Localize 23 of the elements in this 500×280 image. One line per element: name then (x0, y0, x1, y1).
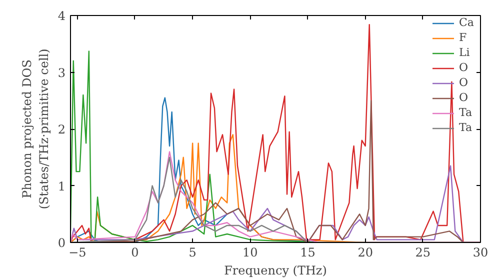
x-tick-label: 30 (472, 246, 488, 260)
x-tick-label: 15 (300, 246, 316, 260)
y-tick-label: 1 (58, 179, 66, 194)
legend-label: O (459, 76, 470, 89)
y-axis-title: Phonon projected DOS (States/THz·primitive cell) (20, 48, 51, 210)
legend-label: Ta (459, 121, 474, 134)
legend-label: Ta (459, 106, 474, 119)
legend-label: O (459, 61, 470, 74)
x-tick-label: 25 (415, 246, 431, 260)
legend-label: O (459, 91, 470, 104)
x-axis-title: Frequency (THz) (224, 264, 327, 278)
x-tick-label: 0 (131, 246, 139, 260)
y-tick-label: 4 (58, 9, 66, 23)
x-tick-label: 20 (358, 246, 373, 260)
y-tick-label: 3 (58, 66, 66, 80)
y-tick-label: 2 (58, 122, 66, 136)
x-tick-label: 10 (242, 246, 258, 260)
x-tick-label: 5 (188, 246, 196, 260)
legend-label: Ca (459, 16, 475, 29)
legend-label: F (459, 31, 468, 44)
y-tick-label: 0 (58, 236, 66, 250)
legend-label: Li (459, 46, 471, 59)
x-tick-label: −5 (68, 246, 86, 260)
